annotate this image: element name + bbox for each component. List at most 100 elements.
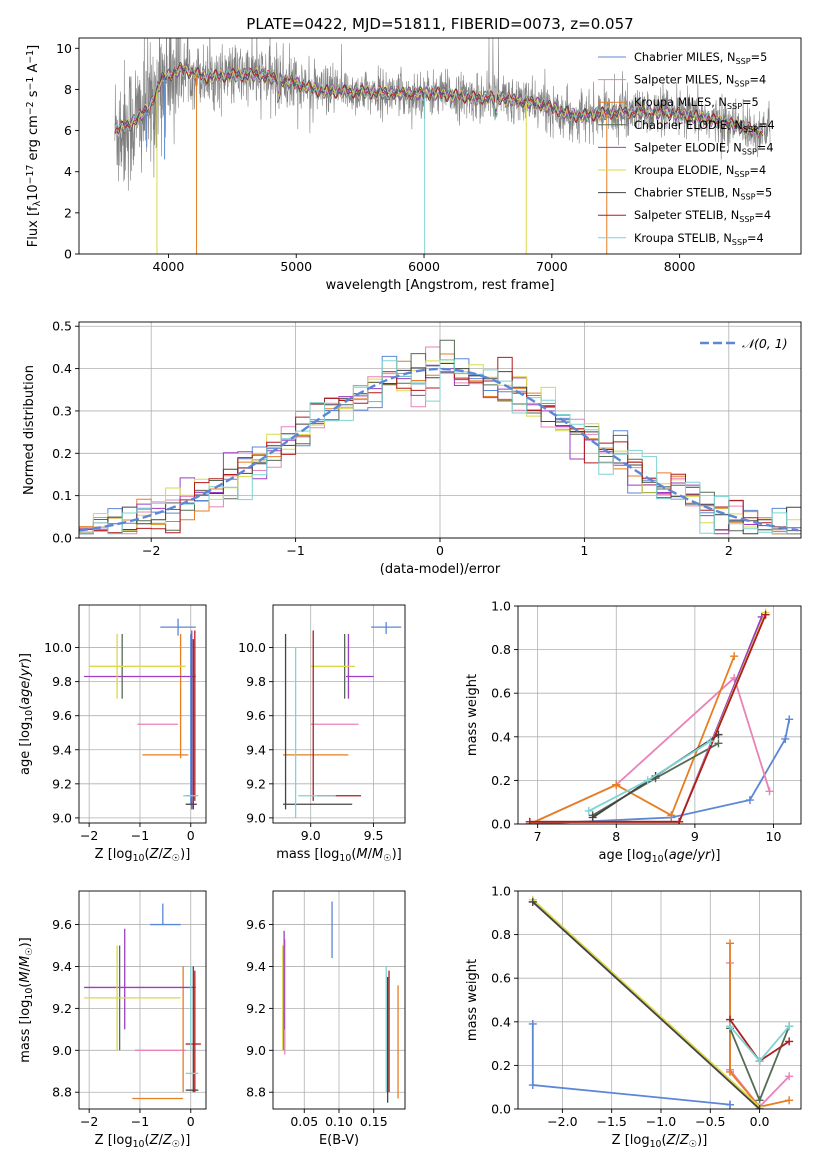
residuals-legend: 𝒩(0, 1)	[700, 336, 788, 351]
x-tick-label: 8000	[664, 259, 696, 274]
y-tick-label: 0.5	[52, 319, 72, 334]
weight-vs-Z-frame	[517, 890, 802, 1110]
legend-entry-6: Chabrier STELIB, NSSP=5	[634, 187, 772, 202]
x-tick-label: 7000	[536, 259, 568, 274]
x-tick-label: 10	[766, 829, 782, 844]
weight-point-marker	[612, 780, 621, 789]
y-tick-label: 9.4	[246, 742, 266, 757]
y-tick-label: 8.8	[246, 1085, 266, 1100]
x-tick-label: −2	[80, 1114, 98, 1129]
x-tick-label: 2	[725, 543, 733, 558]
residual-histogram-8	[79, 359, 801, 535]
y-tick-label: 1.0	[491, 884, 511, 899]
y-tick-label: 9.0	[246, 810, 266, 825]
y-tick-label: 10.0	[238, 640, 266, 655]
weight-point-marker	[785, 1096, 794, 1105]
mass-vs-Z-y-axis-label: mass [log10(M/M☉)]	[18, 937, 35, 1063]
age-vs-Z-axes: −2 −1 0 9.0 9.2 9.4 9.6 9.8 10.0 Z [log10(Z/Z☉)] a…	[18, 604, 207, 864]
age-vs-mass-x-axis-label: mass [log10(M/M☉)]	[276, 847, 402, 864]
weight-point-marker	[785, 1037, 794, 1046]
weight-point-marker	[785, 715, 794, 724]
weight-vs-age-x-axis-label: age [log10(age/yr)]	[598, 848, 720, 865]
age-vs-mass-frame	[272, 604, 406, 824]
y-tick-label: 9.6	[52, 917, 72, 932]
y-tick-label: 9.6	[52, 708, 72, 723]
mass-vs-Z-axes: −2 −1 0 8.8 9.0 9.2 9.4 9.6 Z [log10(Z/Z☉)] mass …	[18, 890, 207, 1150]
x-tick-label: 4000	[153, 259, 185, 274]
y-tick-label: 0.1	[52, 488, 72, 503]
weight-point-marker	[755, 1057, 764, 1066]
legend-gauss-label: 𝒩(0, 1)	[742, 336, 788, 351]
mass-vs-EBV-axes: 0.05 0.10 0.15 8.8 9.0 9.2 9.4 9.6 E(B-V)	[246, 890, 406, 1148]
weight-point-marker	[765, 787, 774, 796]
y-tick-label: 0.4	[491, 729, 511, 744]
y-tick-label: 9.4	[52, 959, 72, 974]
y-tick-label: 0.2	[491, 773, 511, 788]
y-tick-label: 0.8	[491, 642, 511, 657]
y-tick-label: 0.4	[52, 361, 72, 376]
y-tick-label: 2	[64, 205, 72, 220]
y-tick-label: 9.6	[246, 917, 266, 932]
weight-line-4	[529, 616, 763, 823]
legend-entry-1: Salpeter MILES, NSSP=4	[634, 74, 766, 89]
x-tick-label: 0	[436, 543, 444, 558]
x-tick-label: 0.15	[360, 1114, 388, 1129]
weight-point-marker	[528, 1081, 537, 1090]
x-tick-label: 5000	[280, 259, 312, 274]
y-tick-label: 10	[56, 41, 72, 56]
y-tick-label: 9.4	[246, 959, 266, 974]
mass-vs-EBV-x-axis-label: E(B-V)	[319, 1133, 359, 1148]
legend-entry-3: Chabrier ELODIE, NSSP=4	[634, 119, 775, 134]
y-tick-label: 0.0	[491, 1102, 511, 1117]
weight-point-marker	[745, 796, 754, 805]
residuals-axes: −2 −1 0 1 2 0.0 0.1 0.2 0.3 0.4 0.5 (data-model)/er…	[22, 319, 802, 577]
spectrum-legend: Chabrier MILES, NSSP=5 Salpeter MILES, NS…	[598, 51, 775, 247]
residuals-plot-area	[79, 339, 801, 535]
y-tick-label: 6	[64, 123, 72, 138]
y-tick-label: 9.4	[52, 742, 72, 757]
weight-point-marker	[525, 817, 534, 824]
weight-point-marker	[584, 806, 593, 815]
x-tick-label: −2	[80, 828, 98, 843]
weight-vs-Z-y-axis-label: mass weight	[465, 959, 480, 1041]
age-vs-mass-axes: 9.0 9.5 9.0 9.2 9.4 9.6 9.8 10.0 mass [log10(M/M…	[238, 604, 406, 864]
x-tick-label: 0.0	[750, 1114, 770, 1129]
weight-point-marker	[528, 1019, 537, 1028]
weight-vs-age-y-axis-label: mass weight	[465, 674, 480, 756]
weight-vs-Z-axes: −2.0 −1.5 −1.0 −0.5 0.0 0.0 0.2 0.4 0.6 0.8 1.0 Z […	[465, 884, 802, 1150]
y-tick-label: 0.0	[491, 817, 511, 832]
x-tick-label: 9.0	[301, 828, 321, 843]
x-tick-label: 0.05	[290, 1114, 318, 1129]
legend-entry-4: Salpeter ELODIE, NSSP=4	[634, 141, 774, 156]
y-tick-label: 0.0	[52, 531, 72, 546]
legend-entry-8: Kroupa STELIB, NSSP=4	[634, 232, 764, 247]
y-tick-label: 0.2	[52, 446, 72, 461]
residuals-x-axis-label: (data-model)/error	[380, 562, 501, 577]
y-tick-label: 9.6	[246, 708, 266, 723]
model-spectrum-5	[114, 62, 764, 137]
mass-vs-Z-x-axis-label: Z [log10(Z/Z☉)]	[95, 1133, 191, 1150]
weight-point-marker	[714, 739, 723, 748]
weight-line-2	[529, 655, 736, 824]
weight-point-marker	[726, 1100, 735, 1109]
weight-point-marker	[726, 939, 735, 948]
x-tick-label: 8	[612, 829, 620, 844]
observed-spectrum	[114, 38, 771, 191]
y-tick-label: 0.6	[491, 686, 511, 701]
y-tick-label: 0.3	[52, 403, 72, 418]
weight-line-5	[529, 612, 767, 823]
x-tick-label: 0	[187, 828, 195, 843]
model-spectrum-6	[114, 61, 764, 137]
mass-vs-Z-plot-area	[84, 903, 201, 1100]
weight-line-2	[729, 943, 790, 1108]
weight-point-marker	[667, 811, 676, 820]
legend-entry-0: Chabrier MILES, NSSP=5	[634, 51, 767, 66]
spectrum-axes: 4000 5000 6000 7000 8000 0 2 4 6 8 10 wavelength [A…	[25, 37, 802, 293]
y-tick-label: 0.4	[491, 1014, 511, 1029]
weight-vs-age-frame	[517, 605, 802, 825]
age-vs-mass-plot-area	[283, 622, 402, 818]
weight-point-marker	[643, 776, 652, 785]
y-tick-label: 10.0	[44, 640, 72, 655]
weight-vs-Z-plot-area	[528, 895, 794, 1109]
figure-title: PLATE=0422, MJD=51811, FIBERID=0073, z=0…	[246, 15, 633, 33]
